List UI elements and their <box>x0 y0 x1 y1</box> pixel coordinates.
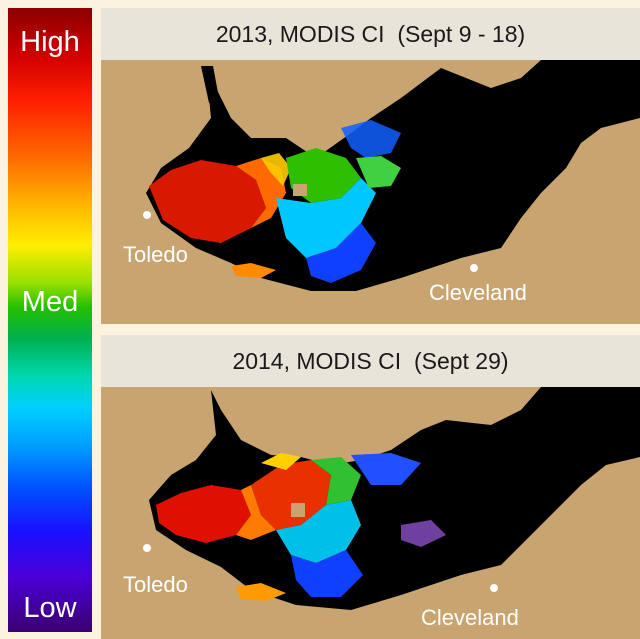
cleveland-marker <box>490 584 498 592</box>
cleveland-marker <box>470 264 478 272</box>
lake-erie-map-2013 <box>101 8 640 324</box>
lake-water <box>149 387 640 610</box>
map-panel-2013: 2013, MODIS CI (Sept 9 - 18) Toledo Clev… <box>101 8 640 324</box>
bloom-green <box>311 457 361 505</box>
lake-western-inlet <box>201 66 219 103</box>
bloom-orange <box>236 485 276 540</box>
bloom-shore-orange <box>236 583 286 601</box>
bloom-shore-orange <box>231 263 276 278</box>
city-label-cleveland: Cleveland <box>429 280 527 305</box>
bloom-green-east <box>356 156 401 188</box>
panel-title-2014: 2014, MODIS CI (Sept 29) <box>101 335 640 387</box>
legend-low-label: Low <box>23 592 77 624</box>
toledo-marker <box>143 544 151 552</box>
panel-title-2013: 2013, MODIS CI (Sept 9 - 18) <box>101 8 640 60</box>
bloom-cyan <box>276 500 361 563</box>
bloom-blue <box>291 550 363 597</box>
bloom-purple <box>401 520 446 547</box>
map-panel-2014: 2014, MODIS CI (Sept 29) Toledo Clevelan… <box>101 335 640 639</box>
bloom-blue <box>306 223 376 283</box>
bloom-high <box>149 160 266 243</box>
city-label-toledo: Toledo <box>123 242 188 267</box>
island <box>291 503 305 517</box>
bloom-cyan <box>276 178 376 258</box>
legend-high-label: High <box>20 26 80 58</box>
island <box>293 184 307 196</box>
bloom-yellow <box>261 153 291 186</box>
legend-med-label: Med <box>21 286 79 318</box>
bloom-yellow <box>261 453 301 470</box>
bloom-high <box>156 485 251 543</box>
toledo-marker <box>143 211 151 219</box>
city-label-cleveland: Cleveland <box>421 605 519 630</box>
city-label-toledo: Toledo <box>123 572 188 597</box>
bloom-blue-east <box>351 453 421 485</box>
bloom-red-central <box>251 460 331 530</box>
color-scale-legend: High Med Low <box>8 8 92 632</box>
bloom-blue-east <box>341 120 401 158</box>
